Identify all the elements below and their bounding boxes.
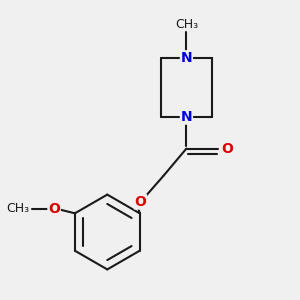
- Text: N: N: [181, 51, 192, 65]
- Text: O: O: [221, 142, 233, 156]
- Text: CH₃: CH₃: [175, 18, 198, 31]
- Text: CH₃: CH₃: [6, 202, 29, 215]
- Text: O: O: [48, 202, 60, 216]
- Text: O: O: [134, 195, 146, 209]
- Text: N: N: [181, 110, 192, 124]
